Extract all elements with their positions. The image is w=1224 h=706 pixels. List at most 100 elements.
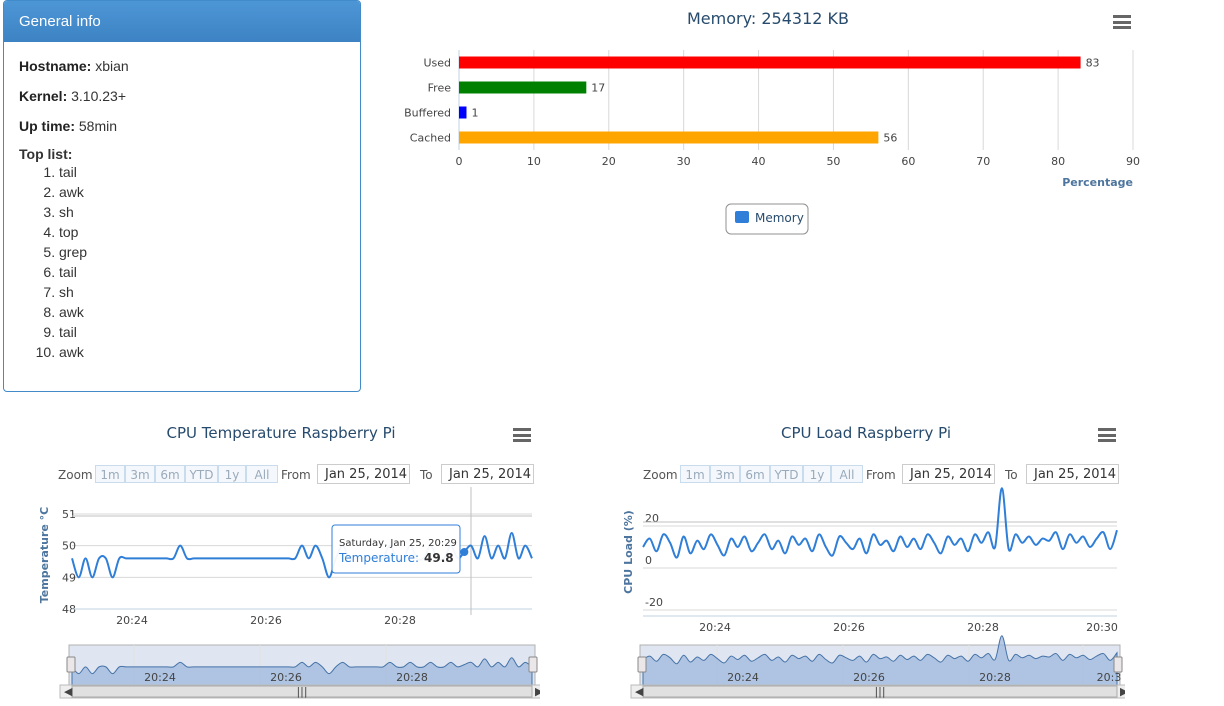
zoom-label: Zoom: [643, 468, 678, 482]
category-label: Used: [423, 57, 451, 70]
hover-marker: [460, 548, 469, 556]
bar-used[interactable]: [459, 56, 1081, 69]
to-date-input[interactable]: Jan 25, 2014: [441, 464, 534, 484]
navigator-tick-label: 20:26: [270, 671, 302, 684]
x-tick-label: 20: [602, 155, 616, 168]
navigator-left-handle[interactable]: [637, 656, 647, 673]
scroll-left-icon[interactable]: ◀: [635, 685, 644, 698]
navigator-right-handle[interactable]: [1113, 656, 1123, 673]
navigator-tick-label: 20:28: [396, 671, 428, 684]
memory-chart-title: Memory: 254312 KB: [687, 9, 849, 28]
temperature-tooltip: Saturday, Jan 25, 20:29 Temperature: 49.…: [331, 524, 461, 574]
to-date-input[interactable]: Jan 25, 2014: [1026, 464, 1119, 484]
navigator-series: [71, 657, 533, 686]
y-tick-label: -20: [645, 596, 663, 609]
y-tick-label: 51: [62, 508, 76, 521]
scrollbar-grip-icon: |||: [296, 685, 307, 698]
load-navigator[interactable]: 20:24 20:26 20:28 20:3 ||| ◀ ▶: [630, 635, 1125, 699]
scroll-left-icon[interactable]: ◀: [64, 685, 73, 698]
x-tick-label: 40: [752, 155, 766, 168]
kernel-label: Kernel:: [19, 88, 68, 104]
zoom-all-button[interactable]: All: [831, 465, 863, 483]
y-tick-label: 20: [645, 512, 659, 525]
navigator-left-handle[interactable]: [66, 656, 76, 673]
list-item: sh: [59, 202, 345, 222]
navigator-tick-label: 20:26: [853, 671, 885, 684]
zoom-1y-button[interactable]: 1y: [218, 465, 246, 483]
y-tick-label: 50: [62, 540, 76, 553]
x-tick-label: 20:26: [250, 614, 282, 627]
memory-chart: Memory: 254312 KB 0 10 20 30 40 50 60 70 80 90 Us…: [404, 9, 1140, 235]
from-date-input[interactable]: Jan 25, 2014: [902, 464, 995, 484]
x-tick-label: 80: [1051, 155, 1065, 168]
zoom-3m-button[interactable]: 3m: [710, 465, 740, 483]
x-tick-label: 60: [901, 155, 915, 168]
data-label: 1: [471, 107, 478, 120]
x-tick-label: 20:28: [967, 621, 999, 634]
memory-legend[interactable]: Memory: [725, 203, 809, 235]
zoom-all-button[interactable]: All: [246, 465, 278, 483]
list-item: grep: [59, 242, 345, 262]
zoom-1m-button[interactable]: 1m: [680, 465, 710, 483]
scrollbar-thumb[interactable]: [642, 685, 1118, 698]
x-tick-label: 0: [456, 155, 463, 168]
navigator-tick-label: 20:28: [979, 671, 1011, 684]
tooltip-date: Saturday, Jan 25, 20:29: [339, 538, 457, 549]
series-line[interactable]: [642, 487, 1118, 559]
x-tick-label: 50: [826, 155, 840, 168]
scroll-right-icon[interactable]: ▶: [535, 685, 540, 698]
scrollbar-thumb[interactable]: [71, 685, 533, 698]
data-label: 83: [1086, 57, 1100, 70]
zoom-ytd-button[interactable]: YTD: [770, 465, 803, 483]
zoom-label: Zoom: [58, 468, 93, 482]
navigator-right-handle[interactable]: [528, 656, 538, 673]
toplist-label: Top list:: [19, 146, 73, 162]
load-chart-title: CPU Load Raspberry Pi: [781, 424, 951, 442]
load-plot[interactable]: [642, 487, 1118, 559]
zoom-6m-button[interactable]: 6m: [740, 465, 770, 483]
load-menu-icon[interactable]: [1098, 428, 1116, 442]
temperature-range-selector: Zoom 1m 3m 6m YTD 1y All From Jan 25, 20…: [58, 464, 538, 485]
hostname-row: Hostname: xbian: [19, 58, 345, 74]
scroll-right-icon[interactable]: ▶: [1120, 685, 1125, 698]
temperature-menu-icon[interactable]: [513, 428, 531, 442]
to-label: To: [1005, 468, 1018, 482]
load-range-selector: Zoom 1m 3m 6m YTD 1y All From Jan 25, 20…: [643, 464, 1123, 485]
from-date-input[interactable]: Jan 25, 2014: [317, 464, 410, 484]
data-label: 17: [591, 82, 605, 95]
y-tick-label: 0: [645, 554, 652, 567]
bar-free[interactable]: [459, 81, 587, 94]
bar-buffered[interactable]: [459, 106, 467, 119]
zoom-6m-button[interactable]: 6m: [155, 465, 185, 483]
category-label: Free: [428, 82, 452, 95]
panel-body: Hostname: xbian Kernel: 3.10.23+ Up time…: [4, 42, 360, 372]
bar-cached[interactable]: [459, 131, 879, 144]
temperature-navigator[interactable]: 20:24 20:26 20:28 ||| ◀ ▶: [59, 644, 540, 699]
uptime-label: Up time:: [19, 118, 75, 134]
data-label: 56: [883, 132, 897, 145]
top-process-list: tail awk sh top grep tail sh awk tail aw…: [19, 162, 345, 362]
from-label: From: [281, 468, 311, 482]
zoom-3m-button[interactable]: 3m: [125, 465, 155, 483]
x-tick-label: 20:24: [699, 621, 731, 634]
memory-menu-icon[interactable]: [1113, 15, 1131, 29]
zoom-ytd-button[interactable]: YTD: [185, 465, 218, 483]
temperature-chart-title: CPU Temperature Raspberry Pi: [166, 424, 395, 442]
zoom-1m-button[interactable]: 1m: [95, 465, 125, 483]
to-label: To: [420, 468, 433, 482]
memory-bars: Used 83 Free 17 Buffered 1 Cached 56: [404, 56, 1100, 145]
load-gridlines: -20 0 20 20:24 20:26 20:28 20:30: [643, 512, 1118, 634]
kernel-row: Kernel: 3.10.23+: [19, 88, 345, 104]
hostname-value: xbian: [95, 58, 129, 74]
list-item: sh: [59, 282, 345, 302]
general-info-panel: General info Hostname: xbian Kernel: 3.1…: [3, 0, 361, 392]
tooltip-box: [331, 524, 461, 574]
memory-x-axis-label: Percentage: [1062, 176, 1133, 189]
cpu-load-chart: CPU Load Raspberry Pi -20 0 20 20:24 20:26 20…: [622, 424, 1125, 699]
temperature-plot[interactable]: [71, 531, 533, 579]
scrollbar-grip-icon: |||: [874, 685, 885, 698]
x-tick-label: 30: [677, 155, 691, 168]
zoom-1y-button[interactable]: 1y: [803, 465, 831, 483]
y-tick-label: 48: [62, 603, 76, 616]
category-label: Cached: [410, 132, 451, 145]
